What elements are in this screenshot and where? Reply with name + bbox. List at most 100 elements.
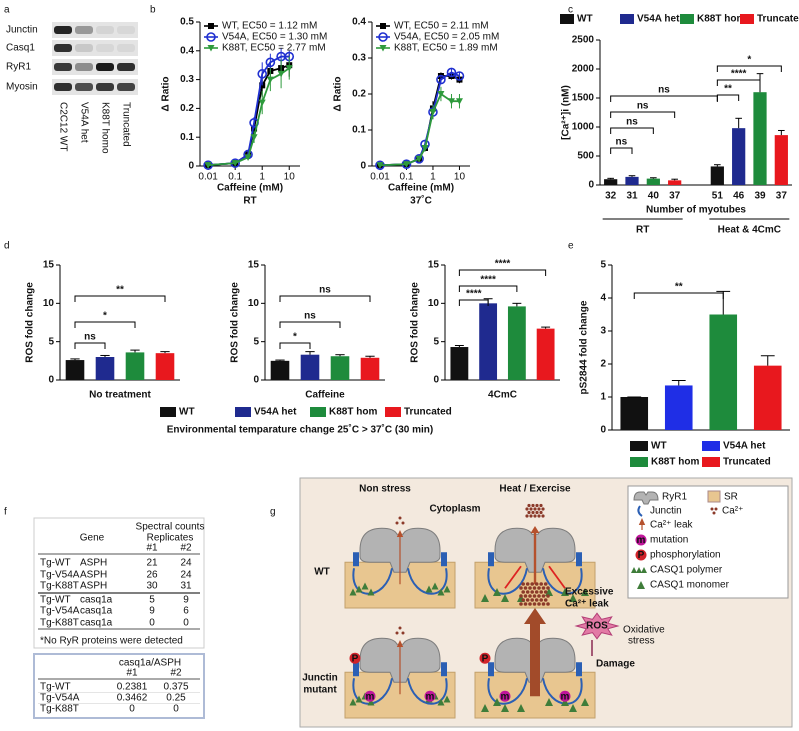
significance-bracket bbox=[279, 342, 311, 349]
table-frame bbox=[33, 653, 205, 719]
ca-dot bbox=[543, 598, 548, 602]
legend-label: K88T, EC50 = 1.89 mM bbox=[394, 43, 498, 54]
x-tick-label: 0.1 bbox=[228, 172, 242, 183]
legend-label: WT bbox=[651, 441, 667, 452]
significance-label: * bbox=[747, 55, 751, 66]
dhpr bbox=[488, 662, 494, 677]
legend-label: K88T hom bbox=[697, 14, 745, 25]
significance-label: **** bbox=[480, 275, 496, 286]
x-tick-label: 10 bbox=[284, 172, 296, 183]
legend-label: V54A, EC50 = 2.05 mM bbox=[394, 32, 499, 43]
ca-dot bbox=[525, 590, 530, 594]
casq1-triangle bbox=[581, 588, 589, 596]
dhpr bbox=[441, 552, 447, 567]
panel-letter: c bbox=[568, 5, 573, 16]
significance-label: * bbox=[293, 332, 297, 343]
ca-dot bbox=[537, 594, 541, 598]
table-cell: casq1a bbox=[80, 618, 113, 629]
y-tick-label: 2000 bbox=[572, 64, 595, 75]
significance-label: ns bbox=[304, 311, 316, 322]
legend-label: phosphorylation bbox=[650, 550, 721, 561]
table-header: Spectral counts bbox=[136, 522, 205, 533]
ca-dot bbox=[532, 602, 537, 606]
ca-dot bbox=[529, 507, 533, 511]
ca-dot bbox=[539, 503, 543, 508]
table-cell: 6 bbox=[183, 606, 189, 617]
bar bbox=[125, 352, 145, 380]
bar bbox=[664, 385, 693, 430]
casq1-triangle bbox=[561, 698, 569, 706]
table-cell: 24 bbox=[180, 558, 192, 569]
table-cell: 0.375 bbox=[163, 682, 188, 693]
casq1-triangle bbox=[425, 585, 433, 593]
y-tick-label: 0.1 bbox=[352, 125, 366, 136]
y-tick-label: 15 bbox=[248, 260, 260, 271]
x-axis-label: Caffeine (mM) bbox=[388, 183, 454, 194]
point bbox=[277, 70, 285, 78]
ca-dot bbox=[539, 582, 543, 586]
table-cell: Tg-V54A bbox=[40, 693, 80, 704]
ca-dot bbox=[523, 586, 528, 590]
legend-swatch bbox=[385, 407, 401, 417]
icon-circle bbox=[349, 652, 361, 664]
significance-label: ** bbox=[116, 285, 124, 296]
x-axis-label: Caffeine bbox=[305, 390, 345, 401]
icon-circle bbox=[635, 549, 647, 561]
y-tick-label: 1500 bbox=[572, 93, 595, 104]
casq1-triangle bbox=[569, 704, 577, 712]
y-tick-label: 15 bbox=[43, 260, 55, 271]
x-tick-label: 31 bbox=[626, 191, 638, 202]
annotation: Excessive bbox=[565, 587, 614, 598]
legend-label: Ca²⁺ leak bbox=[650, 520, 694, 531]
y-axis-label: Δ Ratio bbox=[333, 77, 344, 112]
ca-dot bbox=[546, 602, 550, 606]
x-tick-label: 32 bbox=[605, 191, 617, 202]
x-axis-label: No treatment bbox=[89, 390, 151, 401]
ca-dot bbox=[398, 516, 402, 520]
table-cell: ASPH bbox=[80, 558, 107, 569]
series-line bbox=[208, 55, 290, 167]
legend-icon bbox=[707, 490, 721, 503]
table-cell: ASPH bbox=[80, 570, 107, 581]
ca-dot bbox=[537, 602, 541, 606]
casq1-triangle bbox=[493, 588, 501, 596]
table-cell: Tg-V54A bbox=[40, 570, 80, 581]
bar bbox=[646, 178, 660, 185]
point bbox=[447, 98, 455, 105]
legend-label: V54A, EC50 = 1.30 mM bbox=[222, 32, 327, 43]
x-axis-label: 4CmC bbox=[488, 390, 517, 401]
ca-dot bbox=[533, 507, 537, 511]
legend-label: V54A het bbox=[723, 441, 766, 452]
casq1-triangle bbox=[437, 588, 445, 596]
ca-dot bbox=[539, 510, 543, 515]
legend-label: V54A het bbox=[254, 407, 297, 418]
panel-letter: d bbox=[4, 241, 10, 252]
bar bbox=[65, 360, 85, 380]
y-axis-label: ROS fold change bbox=[230, 282, 241, 363]
panel-letter: a bbox=[4, 5, 10, 16]
y-tick-label: 0 bbox=[433, 375, 439, 386]
y-tick-label: 2500 bbox=[572, 35, 595, 46]
bar bbox=[479, 303, 498, 380]
table-cell: 0 bbox=[149, 618, 155, 629]
icon-circle bbox=[424, 690, 436, 702]
ca-dot bbox=[521, 598, 525, 602]
legend-swatch bbox=[740, 14, 754, 24]
casq1-triangle bbox=[481, 594, 489, 602]
table-cell: 26 bbox=[146, 570, 158, 581]
casq1-triangle bbox=[367, 698, 375, 706]
ca-dot bbox=[530, 582, 534, 586]
ca-dot bbox=[543, 582, 548, 586]
casq1-triangle bbox=[517, 704, 525, 712]
significance-label: **** bbox=[466, 289, 482, 300]
ca-dot bbox=[523, 594, 528, 598]
compartment-label: Cytoplasm bbox=[429, 504, 480, 515]
ca-dot bbox=[528, 594, 532, 598]
dhpr bbox=[353, 662, 359, 677]
legend-swatch bbox=[702, 457, 720, 467]
y-tick-label: 10 bbox=[248, 298, 260, 309]
table-cell: Tg-K88T bbox=[40, 618, 79, 629]
legend-icon bbox=[714, 507, 718, 511]
point bbox=[244, 154, 252, 161]
table-cell: Tg-V54A bbox=[40, 606, 80, 617]
